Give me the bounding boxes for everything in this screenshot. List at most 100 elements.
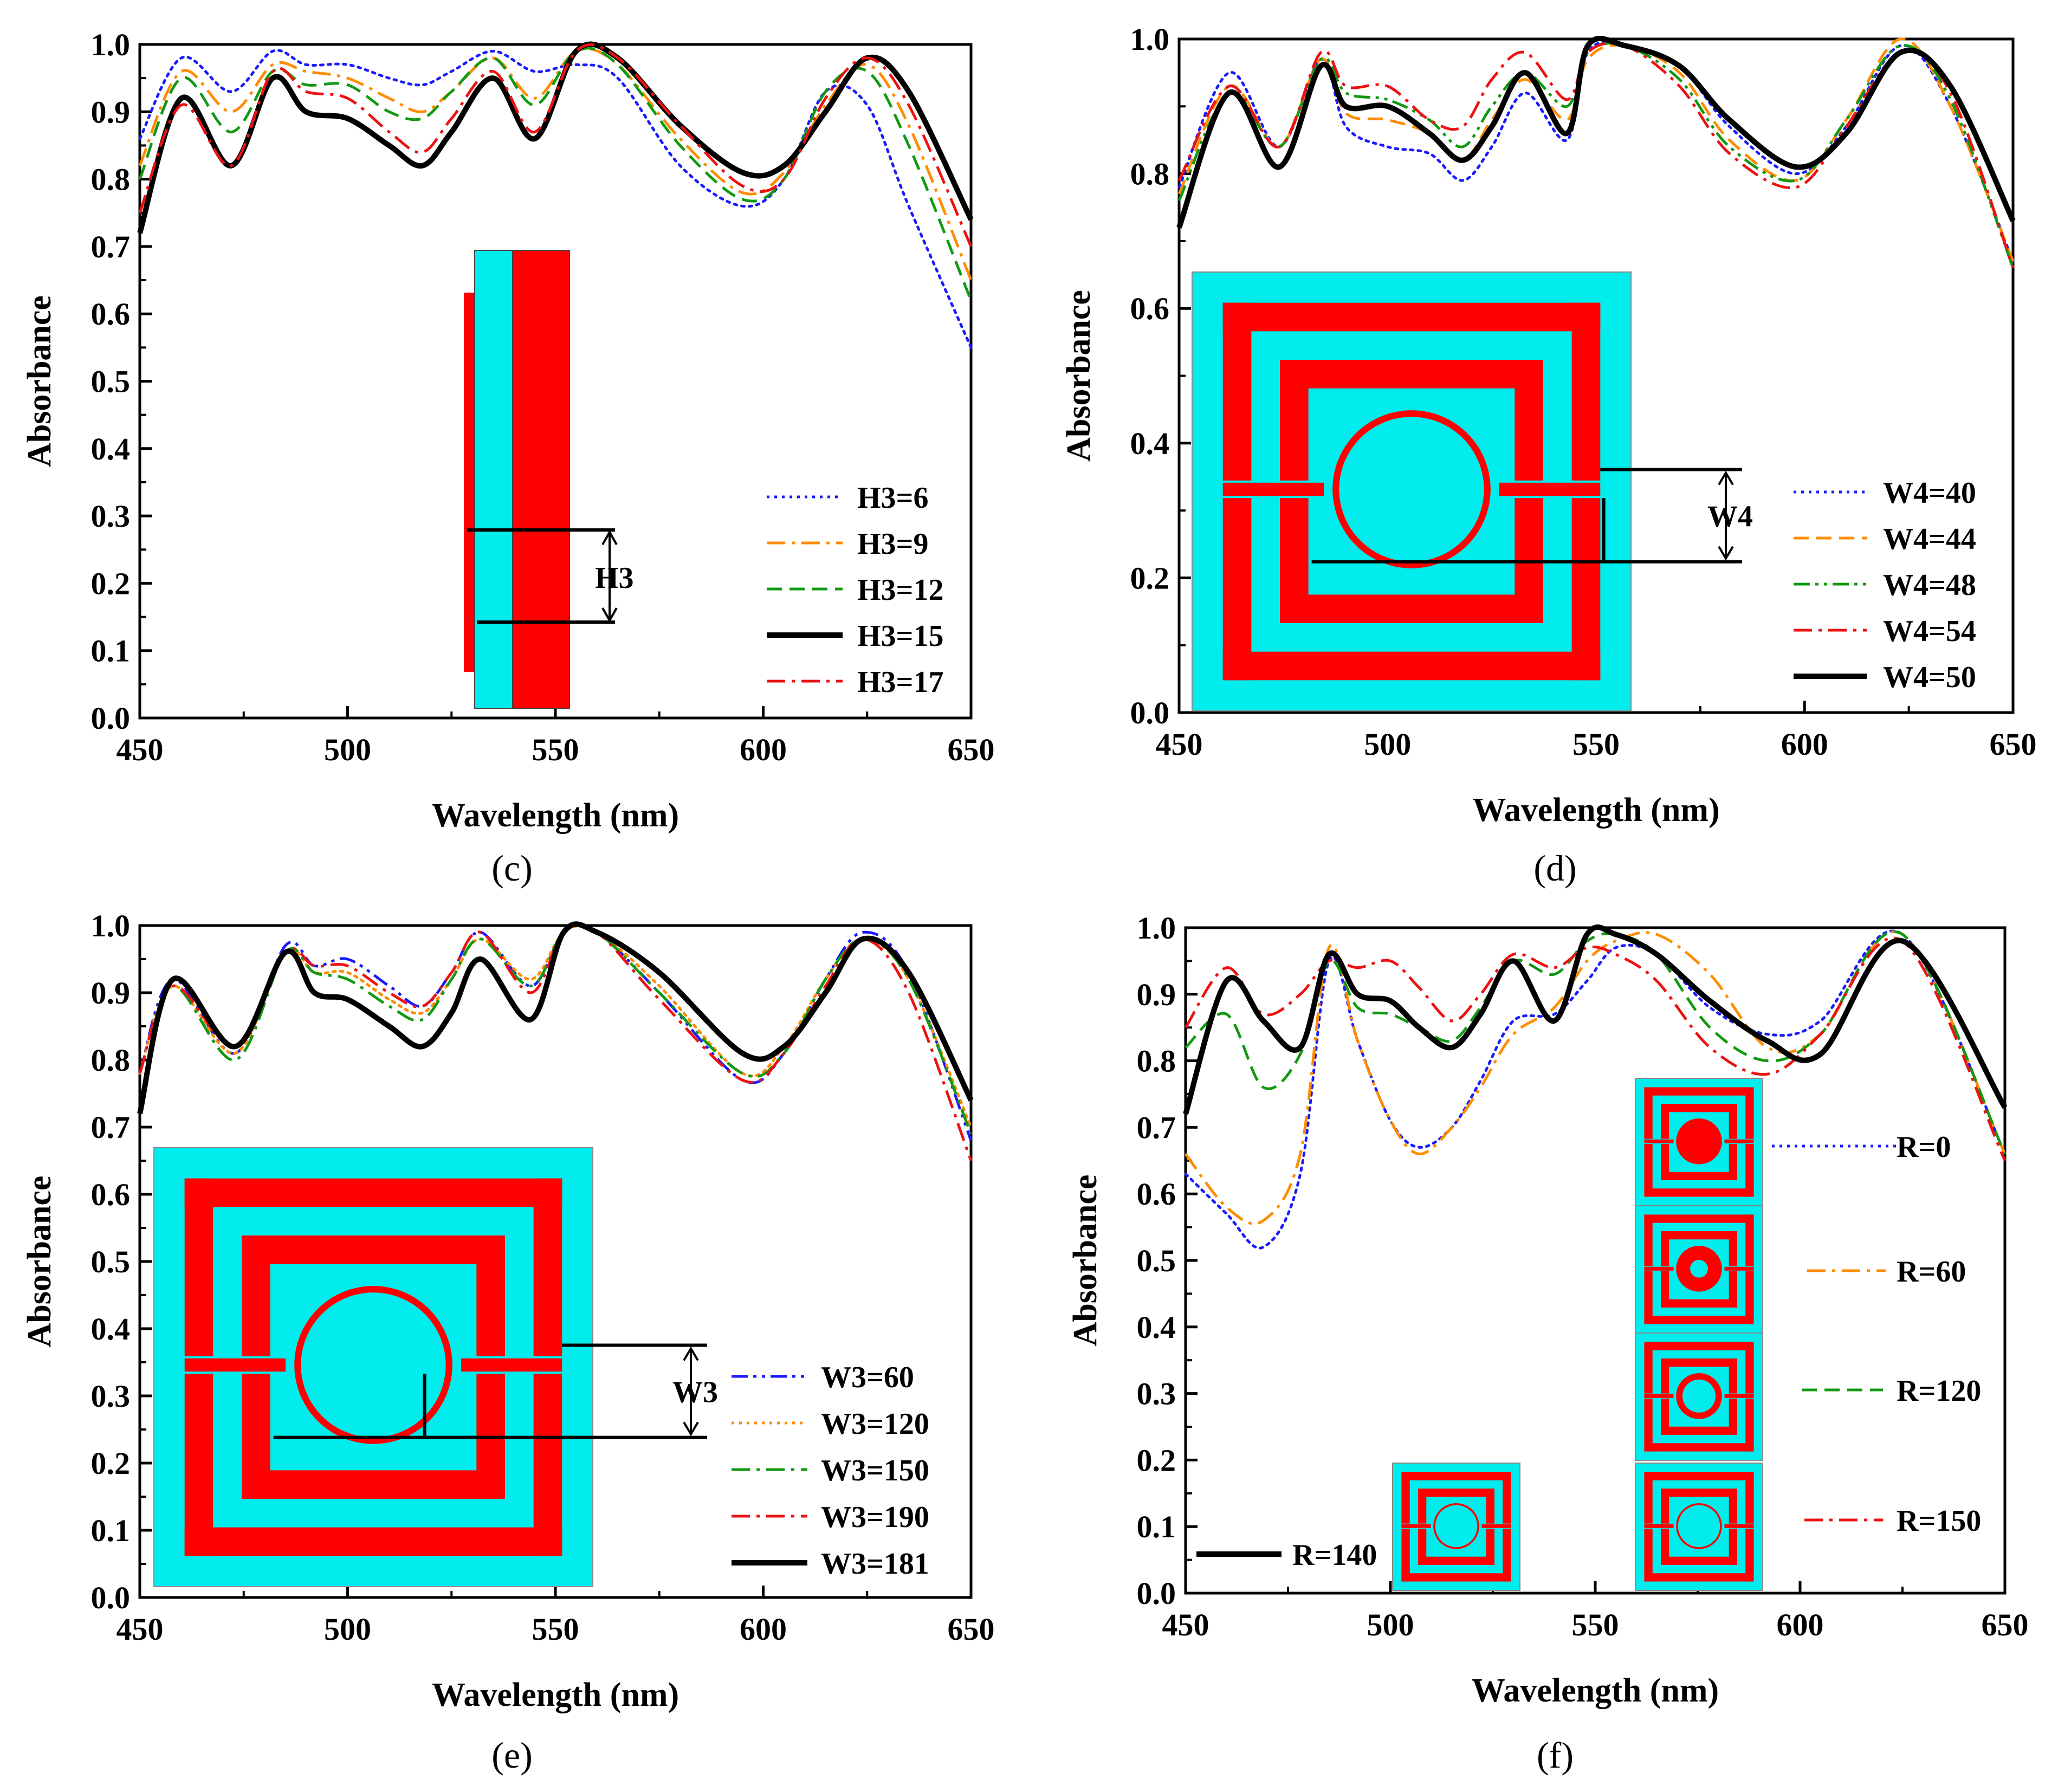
unit-cell-r140-outer-left-up xyxy=(1401,1472,1410,1524)
legend: H3=6 H3=9 H3=12 H3=15 H3=17 xyxy=(767,481,943,699)
x-axis-label: Wavelength (nm) xyxy=(1472,1672,1719,1709)
y-tick-label: 0.9 xyxy=(1137,977,1176,1012)
unit-cell-1-inner-left-up xyxy=(1661,1231,1669,1266)
series-group xyxy=(1183,924,2008,1250)
y-tick-label: 0.1 xyxy=(91,633,131,669)
inset-cell-outer-bottom xyxy=(184,1527,562,1556)
y-tick-label: 0.8 xyxy=(1130,157,1170,192)
y-tick-label: 0.9 xyxy=(91,975,131,1011)
y-tick-label: 0.2 xyxy=(1137,1442,1176,1478)
unit-cell-2-inner-right-down xyxy=(1729,1399,1737,1435)
series-line-W4=50 xyxy=(1176,36,2016,229)
x-tick-label: 600 xyxy=(740,732,787,767)
unit-cell-0-inner-left-down xyxy=(1661,1144,1669,1180)
unit-cell-r140-inner-left-up xyxy=(1418,1489,1427,1524)
unit-cell-3-frame xyxy=(1635,1463,1763,1591)
unit-cell-3-ring-hole xyxy=(1678,1505,1720,1548)
y-tick-label: 0.2 xyxy=(1130,560,1170,596)
unit-cell-0-outer-top xyxy=(1644,1087,1754,1096)
legend-label: R=120 xyxy=(1897,1374,1981,1408)
y-tick-label: 0.5 xyxy=(91,364,131,399)
inset-cell-ring-hole xyxy=(1339,417,1484,562)
y-tick-label: 0.3 xyxy=(91,1379,131,1414)
x-tick-label: 600 xyxy=(1781,727,1828,762)
inset-top-view: W4 xyxy=(1192,271,1753,711)
series-line-H3=12 xyxy=(138,47,973,301)
x-axis-label: Wavelength (nm) xyxy=(432,1677,679,1713)
unit-cell-r140-outer-top xyxy=(1401,1472,1511,1480)
unit-cell-3-outer-left-down xyxy=(1644,1529,1653,1582)
legend-label: W3=60 xyxy=(821,1361,914,1394)
series-line-R=60 xyxy=(1185,930,2007,1225)
inset-cell-outer-right-down xyxy=(1571,498,1601,681)
series-group xyxy=(1176,36,2016,269)
unit-cell-r140-frame xyxy=(1392,1463,1520,1591)
inset-arrowhead-down xyxy=(683,1421,699,1437)
y-tick-label: 0.7 xyxy=(91,1110,131,1145)
panel-f: 450 500 550 600 650 0.0 0.1 0.2 0.3 0.4 0.5 0.6 0.7 0… xyxy=(1067,910,2029,1776)
series-line-W4=54 xyxy=(1177,41,2015,269)
y-tick-label: 1.0 xyxy=(91,27,131,62)
unit-cell-r140-outer-left-down xyxy=(1401,1529,1410,1582)
x-tick-label: 500 xyxy=(1367,1607,1414,1642)
unit-cell-1-ring-hole xyxy=(1690,1259,1708,1278)
unit-cell-1-outer-left-up xyxy=(1644,1214,1653,1266)
series-line-R=120 xyxy=(1185,930,2007,1155)
inset-left-strip xyxy=(464,293,475,672)
legend-label: H3=17 xyxy=(857,665,943,699)
unit-cell-1-outer-right-up xyxy=(1745,1214,1754,1266)
legend-label: R=60 xyxy=(1897,1255,1966,1289)
inset-cell-inner-bottom xyxy=(242,1470,505,1499)
inset-cell-inner-right-up xyxy=(476,1235,505,1356)
inset-cell-inner-left-up xyxy=(1280,360,1309,481)
unit-cell-r140-inner-right-up xyxy=(1486,1489,1494,1524)
legend-label: W4=54 xyxy=(1883,614,1976,648)
inset-cell-outer-top xyxy=(184,1178,562,1207)
inset-arrowhead-down xyxy=(601,607,618,623)
unit-cell-2-outer-bottom xyxy=(1644,1443,1754,1452)
unit-cell-0-inner-bottom xyxy=(1661,1172,1737,1180)
y-tick-label: 0.8 xyxy=(91,162,131,197)
y-tick-label: 0.1 xyxy=(1137,1509,1176,1544)
unit-cell-3-outer-left-up xyxy=(1644,1472,1653,1524)
unit-cell-1-inner-top xyxy=(1661,1231,1737,1240)
legend-label: R=0 xyxy=(1897,1130,1951,1164)
unit-cell-2-inner-bottom xyxy=(1661,1426,1737,1435)
inset-cell-inner-bottom xyxy=(1280,594,1543,623)
inset-unit-cells xyxy=(1392,1078,1763,1591)
panel-caption: (d) xyxy=(1533,848,1576,889)
y-tick-label: 1.0 xyxy=(1137,910,1176,946)
series-line-W4=40 xyxy=(1177,41,2015,263)
y-tick-label: 0.8 xyxy=(1137,1044,1176,1079)
unit-cell-r140-inner-left-down xyxy=(1418,1529,1427,1565)
unit-cell-0-inner-right-down xyxy=(1729,1144,1737,1180)
inset-arrowhead-up xyxy=(601,529,618,545)
unit-cell-1-outer-left-down xyxy=(1644,1271,1653,1324)
unit-cell-3-outer-right-up xyxy=(1745,1472,1754,1524)
unit-cell-r140-inner-right-down xyxy=(1486,1529,1494,1565)
inset-side-view: H3 xyxy=(464,250,634,709)
panel-caption: (c) xyxy=(491,848,532,889)
unit-cell-r140-ring-hole xyxy=(1435,1505,1478,1548)
series-line-W4=48 xyxy=(1177,42,2015,269)
x-tick-label: 450 xyxy=(117,1612,164,1647)
panel-c: 450 500 550 600 650 0.0 0.1 0.2 0.3 0.4 0.5 0.6 0.7 0… xyxy=(21,27,995,889)
legend-label: W4=44 xyxy=(1883,522,1976,556)
series-line-W4=44 xyxy=(1177,37,2015,262)
inset-cell-ring-hole xyxy=(301,1292,446,1438)
unit-cell-2-outer-right-down xyxy=(1745,1399,1754,1452)
inset-cell-inner-right-up xyxy=(1515,360,1543,481)
series-line-R=150 xyxy=(1184,936,2007,1161)
y-axis-label: Absorbance xyxy=(21,1176,58,1348)
y-axis-label: Absorbance xyxy=(21,295,58,467)
y-tick-label: 0.6 xyxy=(1130,291,1170,326)
y-tick-label: 0.4 xyxy=(91,1311,131,1347)
y-tick-label: 0.3 xyxy=(91,499,131,534)
legend-label: W3=120 xyxy=(821,1407,929,1441)
inset-cell-outer-top xyxy=(1222,302,1601,332)
series-line-H3=17 xyxy=(138,43,973,247)
series-line-W3=181 xyxy=(137,921,974,1115)
x-tick-label: 650 xyxy=(948,1612,995,1647)
unit-cell-1-inner-right-up xyxy=(1729,1231,1737,1266)
unit-cell-0-outer-right-up xyxy=(1745,1087,1754,1139)
